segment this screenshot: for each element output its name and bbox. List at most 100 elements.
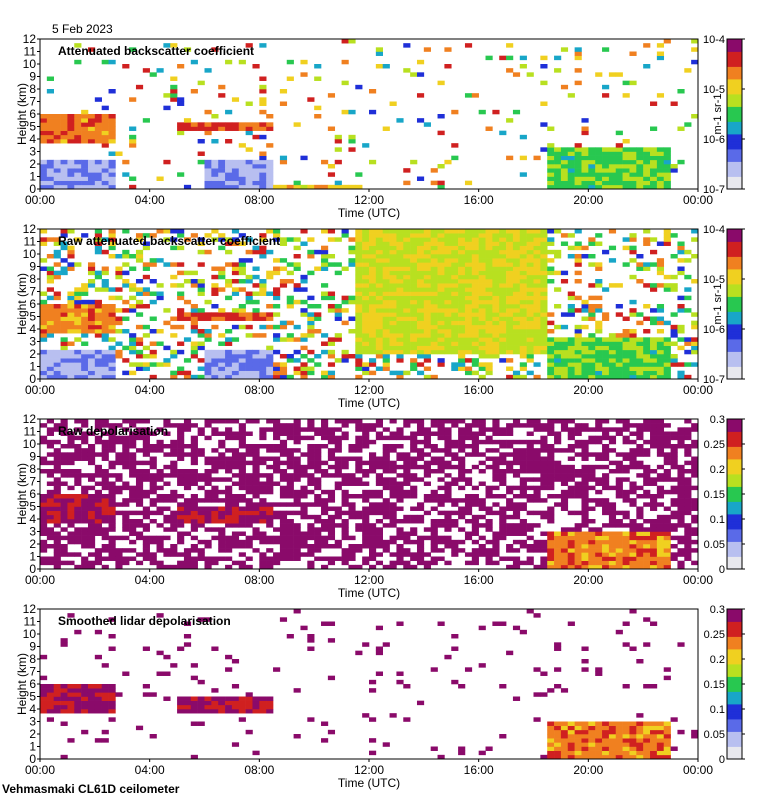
- heatmap-cell: [307, 270, 315, 276]
- heatmap-cell: [423, 287, 431, 292]
- heatmap-cell: [622, 358, 630, 363]
- heatmap-cell: [252, 172, 260, 177]
- colorbar-frame: [726, 38, 743, 190]
- heatmap-cell: [574, 523, 582, 528]
- heatmap-cell: [458, 245, 466, 251]
- heatmap-cell: [211, 126, 219, 131]
- heatmap-cell: [622, 337, 630, 342]
- heatmap-cell: [416, 320, 425, 326]
- heatmap-cell: [252, 452, 260, 457]
- heatmap-cell: [245, 473, 253, 478]
- heatmap-cell: [656, 304, 665, 309]
- heatmap-cell: [67, 469, 75, 474]
- heatmap-cell: [67, 494, 75, 499]
- heatmap-cell: [608, 552, 617, 557]
- heatmap-cell: [81, 316, 89, 321]
- heatmap-cell: [218, 84, 226, 90]
- heatmap-cell: [437, 456, 445, 461]
- heatmap-cell: [46, 444, 54, 449]
- colorbar-segment: [727, 54, 742, 57]
- heatmap-cell: [464, 245, 473, 251]
- heatmap-cell: [279, 510, 288, 516]
- heatmap-cell: [581, 180, 589, 186]
- heatmap-cell: [94, 287, 102, 292]
- heatmap-cell: [135, 287, 144, 292]
- heatmap-cell: [218, 460, 226, 466]
- heatmap-cell: [451, 423, 459, 428]
- heatmap-cell: [533, 283, 541, 288]
- heatmap-cell: [499, 473, 507, 478]
- heatmap-cell: [46, 114, 54, 119]
- heatmap-cell: [602, 464, 610, 470]
- heatmap-cell: [142, 477, 150, 482]
- heatmap-cell: [60, 358, 68, 363]
- heatmap-cell: [142, 452, 150, 457]
- heatmap-cell: [348, 544, 356, 549]
- heatmap-cell: [375, 324, 383, 330]
- heatmap-cell: [464, 431, 473, 436]
- heatmap-cell: [602, 349, 610, 355]
- heatmap-cell: [506, 564, 514, 570]
- heatmap-cell: [423, 535, 431, 541]
- heatmap-cell: [273, 374, 281, 380]
- heatmap-cell: [554, 469, 562, 474]
- heatmap-cell: [389, 519, 397, 524]
- heatmap-cell: [245, 147, 253, 152]
- heatmap-cell: [108, 233, 116, 238]
- heatmap-cell: [410, 312, 418, 317]
- heatmap-cell: [279, 477, 288, 482]
- heatmap-cell: [273, 184, 281, 190]
- heatmap-cell: [485, 333, 493, 338]
- heatmap-cell: [362, 262, 370, 267]
- heatmap-cell: [677, 324, 685, 330]
- heatmap-cell: [60, 168, 68, 173]
- heatmap-cell: [156, 535, 164, 541]
- heatmap-cell: [526, 345, 534, 351]
- heatmap-cell: [430, 324, 438, 330]
- heatmap-cell: [60, 374, 68, 380]
- heatmap-cell: [231, 168, 240, 173]
- heatmap-cell: [53, 308, 61, 313]
- heatmap-cell: [526, 333, 534, 338]
- heatmap-cell: [464, 506, 473, 511]
- heatmap-cell: [334, 556, 342, 561]
- heatmap-cell: [485, 370, 493, 376]
- heatmap-cell: [478, 299, 486, 305]
- heatmap-cell: [190, 560, 198, 566]
- heatmap-cell: [615, 366, 623, 371]
- y-tick-label: 0: [29, 182, 36, 196]
- heatmap-cell: [396, 456, 404, 461]
- heatmap-cell: [567, 168, 575, 173]
- heatmap-cell: [554, 345, 562, 351]
- heatmap-cell: [245, 101, 253, 106]
- heatmap-cell: [245, 180, 253, 186]
- heatmap-cell: [526, 324, 534, 330]
- heatmap-cell: [464, 358, 473, 363]
- heatmap-cell: [492, 349, 500, 355]
- heatmap-cell: [375, 229, 383, 234]
- heatmap-cell: [362, 427, 370, 432]
- heatmap-cell: [458, 254, 466, 259]
- heatmap-cell: [81, 354, 89, 359]
- heatmap-cell: [300, 473, 308, 478]
- heatmap-cell: [437, 341, 445, 346]
- heatmap-cell: [458, 485, 466, 491]
- heatmap-cell: [547, 172, 555, 177]
- heatmap-cell: [307, 456, 315, 461]
- heatmap-cell: [499, 312, 507, 317]
- heatmap-cell: [410, 552, 418, 557]
- heatmap-cell: [547, 469, 555, 474]
- heatmap-cell: [595, 304, 603, 309]
- heatmap-cell: [533, 489, 541, 495]
- heatmap-cell: [341, 548, 349, 553]
- heatmap-cell: [67, 341, 75, 346]
- heatmap-cell: [526, 560, 534, 566]
- heatmap-cell: [602, 159, 610, 165]
- heatmap-cell: [526, 556, 534, 561]
- heatmap-cell: [341, 59, 349, 65]
- heatmap-cell: [108, 245, 116, 251]
- heatmap-cell: [142, 469, 150, 474]
- heatmap-cell: [444, 229, 452, 234]
- heatmap-cell: [101, 481, 109, 486]
- heatmap-cell: [410, 316, 418, 321]
